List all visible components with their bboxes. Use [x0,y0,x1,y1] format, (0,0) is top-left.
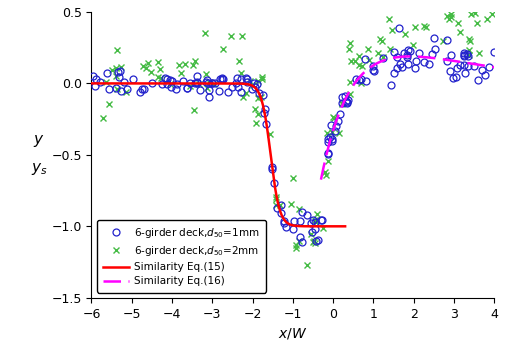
Text: $y$: $y$ [33,133,45,149]
Text: $y_s$: $y_s$ [31,161,47,177]
X-axis label: $x/W$: $x/W$ [278,326,308,341]
Legend: 6-girder deck,$d_{50}$=1mm, 6-girder deck,$d_{50}$=2mm, Similarity Eq.(15), Simi: 6-girder deck,$d_{50}$=1mm, 6-girder dec… [96,220,266,293]
